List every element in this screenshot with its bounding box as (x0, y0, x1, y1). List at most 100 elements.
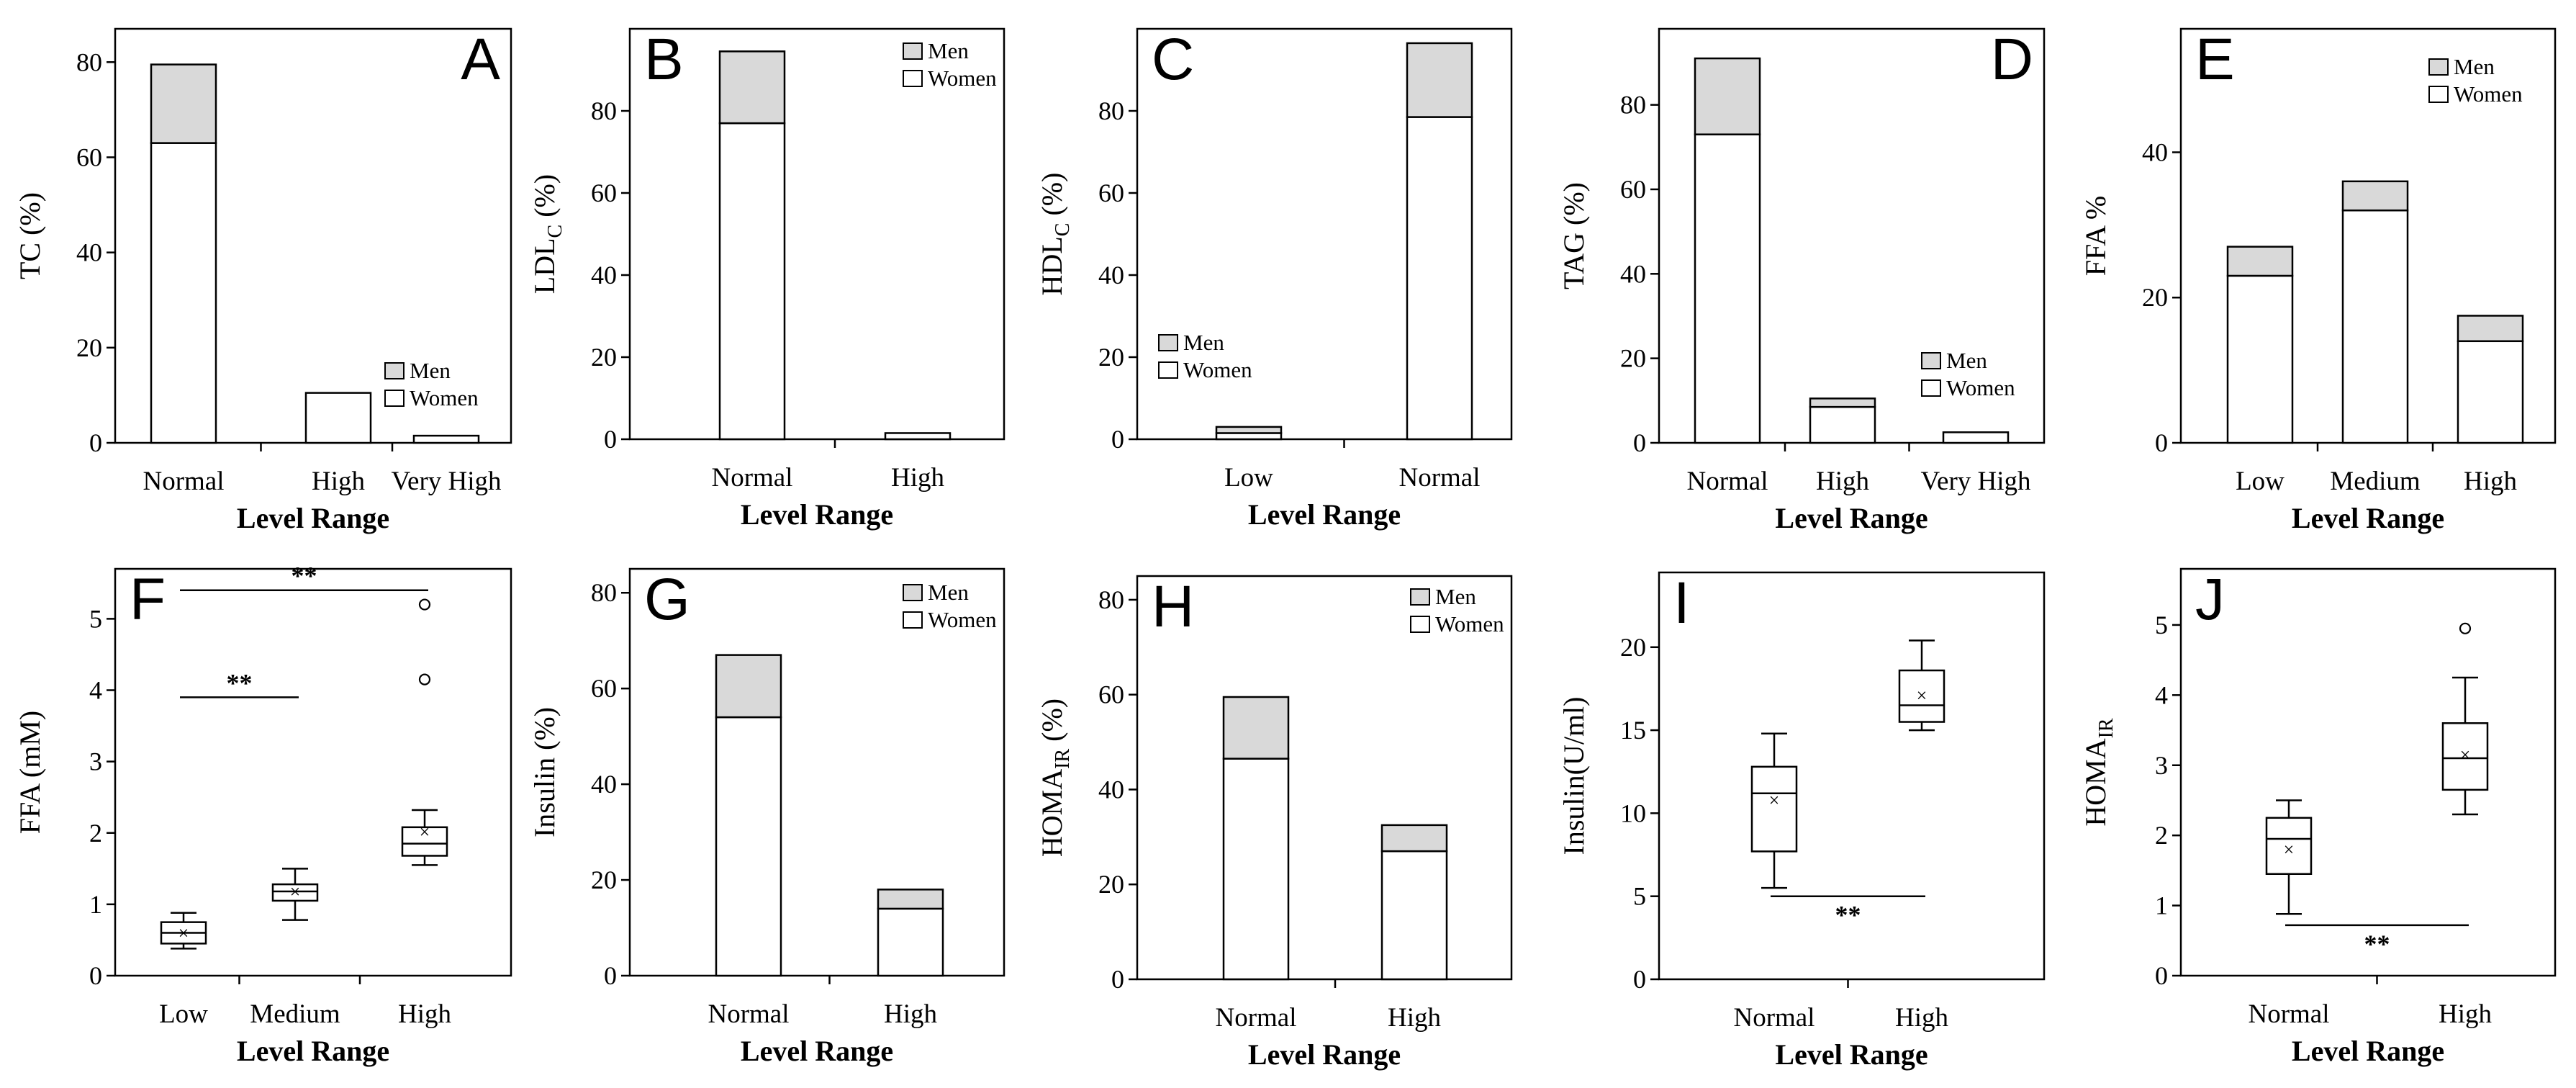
y-axis-label: HOMAIR (%) (1036, 698, 1074, 857)
y-axis-label: HDLC (%) (1036, 173, 1074, 296)
y-axis-label-sub: C (544, 225, 566, 238)
y-tick-label: 60 (591, 179, 617, 207)
y-tick-label: 20 (1098, 343, 1124, 372)
y-tick-label: 40 (1098, 261, 1124, 289)
y-tick-label: 20 (1620, 633, 1646, 662)
y-axis-label-main: TAG (1558, 233, 1590, 289)
x-tick-label: Normal (1215, 1003, 1296, 1033)
x-axis-label: Level Range (237, 502, 389, 534)
x-axis-label: Level Range (741, 498, 893, 531)
bar-men (1380, 824, 1448, 853)
y-tick-label: 0 (1111, 965, 1124, 994)
y-tick-label: 0 (604, 425, 617, 454)
box-iqr (401, 826, 448, 857)
plot-frame (1136, 575, 1513, 981)
legend-label-men: Men (410, 358, 451, 383)
x-tick-label: Normal (711, 463, 792, 493)
panel-letter: J (2195, 567, 2225, 632)
mean-marker: × (290, 881, 301, 902)
y-axis-label-tail: (%) (14, 192, 46, 243)
y-axis-label-main: Insulin(U/ml) (1558, 697, 1590, 855)
y-tick-label: 80 (591, 96, 617, 125)
y-tick-label: 0 (1111, 425, 1124, 454)
legend-swatch-men (2428, 58, 2449, 76)
y-tick-label: 80 (1098, 96, 1124, 125)
x-axis-label: Level Range (1248, 498, 1401, 531)
x-axis-label: Level Range (1775, 1038, 1928, 1071)
y-tick-label: 2 (89, 819, 102, 848)
y-tick-label: 20 (1620, 344, 1646, 373)
x-tick-label: Very High (1920, 467, 2031, 496)
bar-men (1215, 426, 1283, 434)
bar-men (1406, 42, 1473, 118)
bar-men (1809, 397, 1876, 408)
y-tick-label: 4 (2155, 680, 2168, 709)
y-tick-label: 0 (2155, 428, 2168, 457)
bar-women (718, 122, 786, 441)
x-tick-label: Low (2236, 467, 2284, 496)
box-plot-normal: × (2265, 799, 2313, 915)
y-tick-label: 0 (89, 961, 102, 990)
legend-swatch-men (903, 584, 923, 601)
plot-frame (1136, 27, 1513, 441)
bar-women (412, 434, 480, 444)
significance-label: ** (292, 562, 317, 590)
y-tick-label: 60 (76, 143, 102, 171)
bar-women (150, 142, 217, 444)
plot-frame (628, 567, 1005, 977)
y-axis-label: Insulin(U/ml) (1558, 697, 1590, 855)
y-tick-label: 20 (1098, 870, 1124, 899)
y-axis-label-sub: C (1052, 223, 1074, 237)
y-tick-label: 2 (2155, 821, 2168, 850)
y-tick-label: 40 (591, 770, 617, 799)
y-axis-label-main: Insulin (%) (528, 707, 561, 837)
x-tick-label: Normal (143, 467, 224, 496)
legend-label-women: Women (1946, 375, 2015, 400)
x-tick-label: High (1895, 1003, 1949, 1033)
outlier-point (418, 673, 431, 685)
y-axis-label-main: FFA % (2079, 196, 2112, 277)
x-tick-label: High (891, 463, 945, 493)
significance-label: ** (1835, 901, 1861, 930)
panel-letter: B (644, 27, 684, 92)
y-tick-label: 0 (2155, 961, 2168, 990)
x-tick-label: High (2464, 467, 2518, 496)
bar-women (1215, 432, 1283, 441)
x-tick-label: High (884, 999, 938, 1029)
panel-letter: C (1152, 27, 1194, 92)
x-tick-label: Normal (1733, 1003, 1815, 1033)
bar-women (884, 432, 952, 441)
box-plot-high: × (1898, 639, 1945, 732)
y-axis-label-sub: IR (2095, 718, 2118, 738)
legend-label-men: Men (928, 580, 969, 605)
box-plot-medium: × (271, 868, 319, 921)
y-axis-label-tail: (%) (1558, 182, 1590, 233)
legend-label-men: Men (2454, 54, 2495, 79)
legend-swatch-men (1410, 588, 1430, 606)
bar-women (1380, 850, 1448, 981)
x-axis-label: Level Range (741, 1035, 893, 1067)
box-iqr (2265, 817, 2313, 876)
legend-label-women: Women (1183, 357, 1252, 382)
legend-swatch-women (903, 611, 923, 629)
panel-e: 0 20 40 Low Medium High Level Range FFA % E MenWo… (2079, 27, 2557, 534)
y-axis-label-tail: (%) (528, 174, 561, 225)
y-tick-label: 40 (1620, 259, 1646, 288)
bar-women (1809, 405, 1876, 444)
y-axis-label: HOMAIR (2079, 718, 2118, 827)
y-tick-label: 80 (1620, 91, 1646, 120)
y-axis-label: TAG (%) (1558, 182, 1590, 289)
y-axis-label: FFA (mM) (14, 711, 46, 835)
x-tick-label: High (2439, 999, 2493, 1029)
y-tick-label: 0 (1633, 428, 1646, 457)
y-tick-label: 10 (1620, 799, 1646, 827)
x-tick-label: High (1816, 467, 1870, 496)
y-tick-label: 5 (89, 604, 102, 633)
bar-women (1222, 757, 1290, 981)
